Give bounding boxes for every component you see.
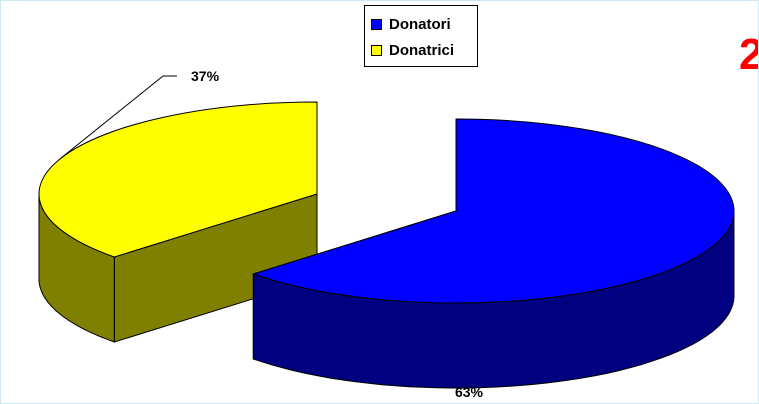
pie-slices [38,101,735,389]
pie-slice-donatrici [38,101,318,343]
legend-swatch-donatori [371,18,382,30]
legend-item-donatrici: Donatrici [371,40,454,60]
legend-swatch-donatrici [371,44,382,56]
data-label-donatori: 63% [455,384,484,400]
legend-label-donatrici: Donatrici [389,41,455,59]
legend-item-donatori: Donatori [371,14,451,34]
legend: Donatori Donatrici [364,5,478,67]
pie-slice-donatori [251,118,735,389]
label-leader-line [58,75,177,160]
data-label-donatrici: 37% [191,68,220,84]
corner-text: 2 [739,33,758,77]
legend-label-donatori: Donatori [389,15,451,33]
pie-labels: 37% 63% [58,68,484,400]
